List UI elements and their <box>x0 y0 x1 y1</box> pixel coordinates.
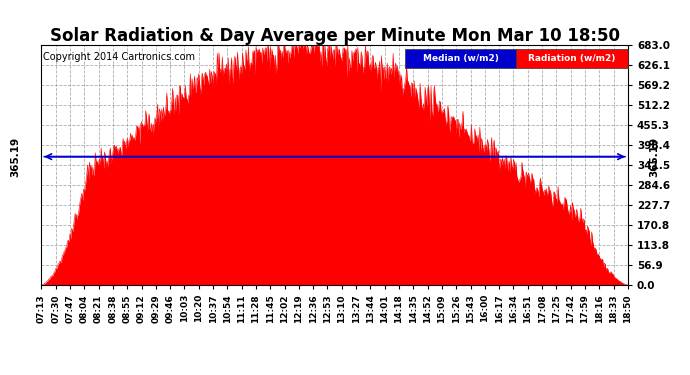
Text: Radiation (w/m2): Radiation (w/m2) <box>529 54 616 63</box>
Text: 365.19: 365.19 <box>649 136 659 177</box>
Text: Copyright 2014 Cartronics.com: Copyright 2014 Cartronics.com <box>43 52 195 62</box>
FancyBboxPatch shape <box>517 49 628 68</box>
Text: Median (w/m2): Median (w/m2) <box>423 54 499 63</box>
Title: Solar Radiation & Day Average per Minute Mon Mar 10 18:50: Solar Radiation & Day Average per Minute… <box>50 27 620 45</box>
FancyBboxPatch shape <box>405 49 517 68</box>
Text: 365.19: 365.19 <box>10 136 20 177</box>
